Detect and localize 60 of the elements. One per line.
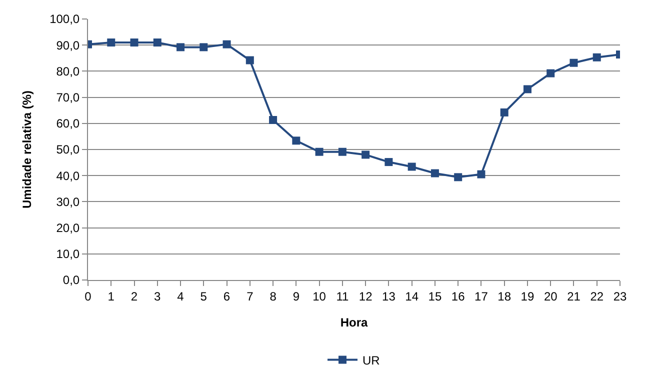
point <box>546 69 555 78</box>
x-tick-label: 1 <box>108 289 115 304</box>
x-tick-label: 5 <box>200 289 208 304</box>
x-tick-label: 11 <box>336 289 349 304</box>
point <box>523 85 532 94</box>
point <box>477 170 486 178</box>
y-tick-label: 30,0 <box>56 194 80 209</box>
point <box>200 43 208 52</box>
x-tick-label: 17 <box>474 289 488 304</box>
x-tick-label: 14 <box>405 289 419 304</box>
x-tick-label: 12 <box>358 289 373 304</box>
x-tick-label: 2 <box>130 289 138 304</box>
x-tick-label: 19 <box>520 289 534 304</box>
y-tick-label: 40,0 <box>56 168 80 183</box>
x-tick-label: 13 <box>382 289 396 304</box>
x-tick-label: 23 <box>613 289 627 304</box>
x-tick-label: 10 <box>312 289 326 304</box>
y-tick-label: 60,0 <box>56 116 80 131</box>
x-tick-label: 20 <box>544 289 558 304</box>
point <box>292 136 300 145</box>
x-tick-label: 21 <box>567 289 581 304</box>
point <box>570 58 578 67</box>
y-tick-label: 20,0 <box>56 221 80 235</box>
x-tick-label: 4 <box>177 289 184 304</box>
point <box>246 56 254 64</box>
legend-label: UR <box>362 353 380 368</box>
y-tick-label: 90,0 <box>56 38 80 52</box>
point <box>153 38 162 46</box>
x-tick-label: 15 <box>428 289 442 304</box>
point <box>269 116 278 124</box>
x-tick-label: 3 <box>154 289 162 304</box>
y-tick-label: 10,0 <box>56 247 80 262</box>
y-tick-label: 50,0 <box>56 142 80 157</box>
point <box>315 148 324 156</box>
x-tick-label: 9 <box>292 289 300 304</box>
x-tick-label: 6 <box>223 289 230 304</box>
y-tick-label: 80,0 <box>56 64 80 78</box>
point <box>176 43 185 52</box>
x-tick-label: 0 <box>84 289 92 304</box>
x-tick-label: 7 <box>246 289 254 304</box>
point <box>130 38 138 46</box>
point <box>384 158 393 166</box>
x-tick-label: 8 <box>270 289 277 304</box>
point <box>222 40 231 48</box>
x-tick-label: 18 <box>498 289 512 304</box>
point <box>362 150 370 159</box>
y-axis-title: Umidade relativa (%) <box>20 90 34 209</box>
point <box>592 53 601 62</box>
x-tick-label: 22 <box>590 289 604 304</box>
y-tick-label: 70,0 <box>56 90 80 104</box>
point <box>500 108 508 116</box>
x-tick-label: 16 <box>451 289 466 304</box>
point <box>430 169 439 178</box>
y-tick-label: 0,0 <box>62 273 80 288</box>
x-axis-title: Hora <box>340 315 368 330</box>
point <box>107 38 116 46</box>
point <box>338 148 346 156</box>
y-tick-label: 100,0 <box>50 12 80 26</box>
point <box>408 162 416 171</box>
point <box>454 173 462 182</box>
